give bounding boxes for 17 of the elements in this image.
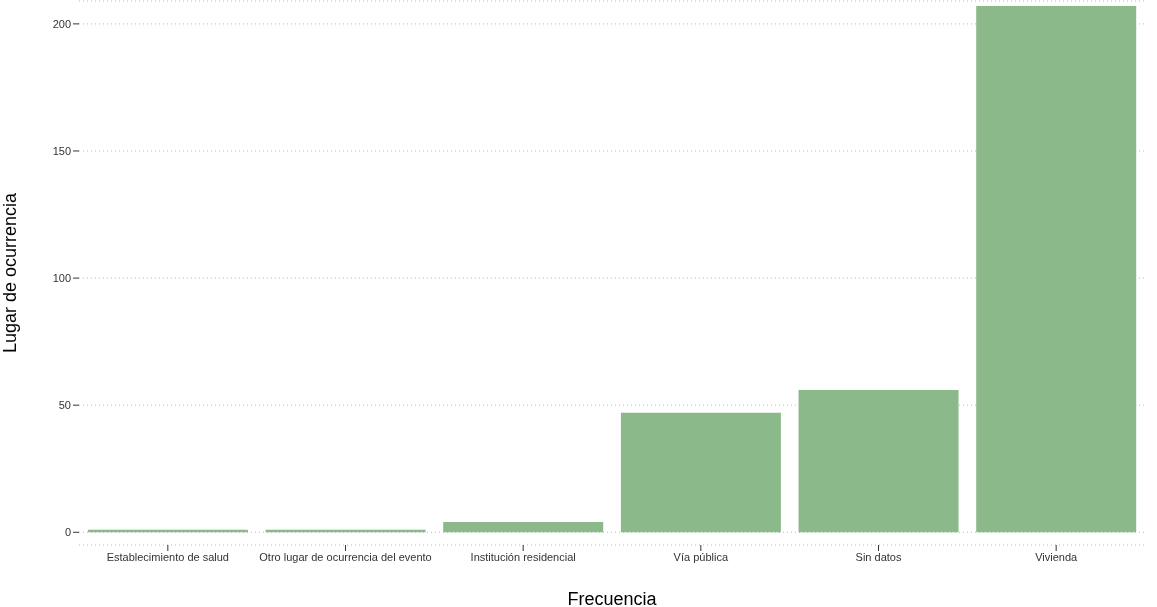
y-axis-title: Lugar de ocurrencia [0, 191, 21, 354]
bar [620, 412, 781, 533]
x-tick-label: Otro lugar de ocurrencia del evento [259, 550, 432, 563]
y-tick-label: 100 [52, 271, 71, 284]
bar [443, 522, 604, 533]
x-tick-label: Institución residencial [470, 550, 576, 563]
bar [976, 6, 1137, 533]
bar [798, 389, 959, 533]
x-axis-title: Frecuencia [567, 589, 658, 607]
x-tick-label: Vivienda [1035, 550, 1079, 563]
x-tick-label: Establecimiento de salud [106, 550, 229, 563]
y-tick-label: 0 [64, 526, 71, 539]
y-tick-label: 200 [52, 17, 71, 30]
y-tick-label: 50 [58, 399, 71, 412]
x-tick-label: Sin datos [855, 550, 902, 563]
x-tick-label: Vía pública [673, 550, 729, 563]
y-tick-label: 150 [52, 144, 71, 157]
